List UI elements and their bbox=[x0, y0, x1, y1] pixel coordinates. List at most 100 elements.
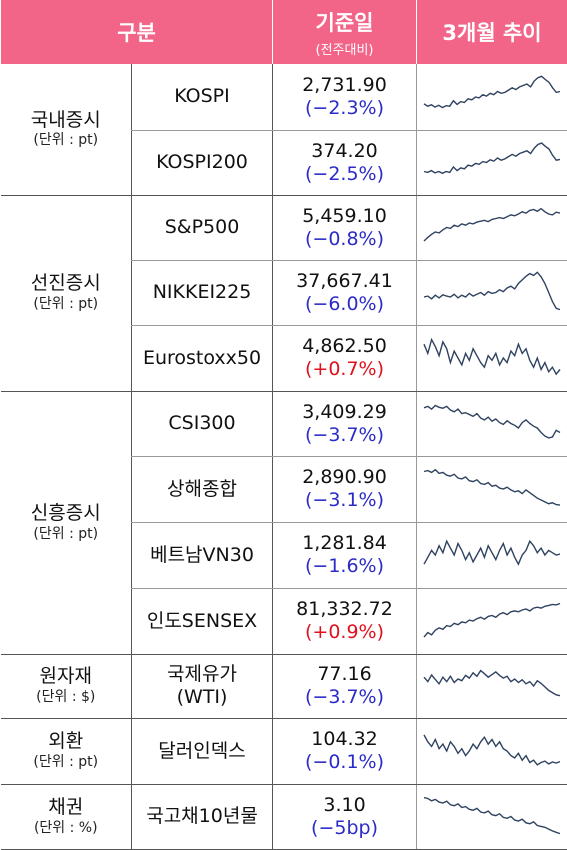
weekly-change: (−3.7%) bbox=[273, 686, 416, 709]
group-unit: (단위 : pt) bbox=[1, 754, 132, 772]
group-cell: 선진증시(단위 : pt) bbox=[1, 195, 132, 391]
trend-cell bbox=[417, 325, 567, 391]
group-cell: 원자재(단위 : $) bbox=[1, 654, 132, 718]
sparkline-path bbox=[424, 76, 560, 107]
sparkline-chart bbox=[422, 202, 562, 253]
sparkline-path bbox=[424, 735, 560, 765]
value-cell: 104.32(−0.1%) bbox=[273, 718, 417, 784]
sparkline-chart bbox=[422, 398, 562, 449]
value-cell: 77.16(−3.7%) bbox=[273, 654, 417, 718]
sparkline-chart bbox=[422, 267, 562, 318]
trend-cell bbox=[417, 130, 567, 195]
trend-cell bbox=[417, 718, 567, 784]
trend-cell bbox=[417, 195, 567, 260]
table-row: 원자재(단위 : $)국제유가 (WTI)77.16(−3.7%) bbox=[1, 654, 567, 718]
group-name: 국내증시 bbox=[31, 109, 101, 131]
header-category: 구분 bbox=[1, 0, 273, 64]
sparkline-path bbox=[424, 671, 560, 696]
weekly-change: (−0.8%) bbox=[273, 228, 416, 251]
group-unit: (단위 : $) bbox=[1, 689, 132, 707]
value-cell: 4,862.50(+0.7%) bbox=[273, 325, 417, 391]
trend-cell bbox=[417, 260, 567, 325]
weekly-change: (−0.1%) bbox=[273, 751, 416, 774]
base-value: 3.10 bbox=[273, 794, 416, 817]
sparkline-path bbox=[424, 143, 560, 173]
sparkline-path bbox=[424, 604, 560, 638]
sparkline-path bbox=[424, 209, 560, 241]
sparkline-path bbox=[424, 406, 560, 438]
value-cell: 374.20(−2.5%) bbox=[273, 130, 417, 195]
group-cell: 외환 (단위 : pt) bbox=[1, 718, 132, 784]
group-unit: (단위 : pt) bbox=[1, 132, 132, 150]
index-name: S&P500 bbox=[132, 195, 273, 260]
trend-cell bbox=[417, 588, 567, 654]
base-value: 5,459.10 bbox=[273, 205, 416, 228]
weekly-change: (−2.3%) bbox=[273, 97, 416, 120]
base-value: 374.20 bbox=[273, 140, 416, 163]
group-name: 선진증시 bbox=[31, 272, 101, 294]
weekly-change: (−5bp) bbox=[273, 817, 416, 840]
weekly-change: (−3.1%) bbox=[273, 489, 416, 512]
value-cell: 3.10(−5bp) bbox=[273, 784, 417, 849]
sparkline-chart bbox=[422, 791, 562, 842]
index-name: 베트남VN30 bbox=[132, 522, 273, 588]
sparkline-path bbox=[424, 798, 560, 834]
sparkline-chart bbox=[422, 595, 562, 647]
group-name: 채권 bbox=[48, 796, 83, 818]
group-unit: (단위 : pt) bbox=[1, 526, 132, 544]
trend-cell bbox=[417, 654, 567, 718]
sparkline-chart bbox=[422, 661, 562, 711]
sparkline-path bbox=[424, 541, 560, 564]
index-name: 국제유가 (WTI) bbox=[132, 654, 273, 718]
base-value: 3,409.29 bbox=[273, 401, 416, 424]
index-name: 국고채10년물 bbox=[132, 784, 273, 849]
index-name: Eurostoxx50 bbox=[132, 325, 273, 391]
group-unit: (단위 : %) bbox=[1, 820, 132, 838]
index-name: KOSPI bbox=[132, 64, 273, 130]
index-name: 인도SENSEX bbox=[132, 588, 273, 654]
group-cell: 채권 (단위 : %) bbox=[1, 784, 132, 849]
trend-cell bbox=[417, 522, 567, 588]
value-cell: 2,731.90(−2.3%) bbox=[273, 64, 417, 130]
header-trend: 3개월 추이 bbox=[417, 0, 567, 64]
header-base-title: 기준일 bbox=[316, 11, 374, 35]
sparkline-path bbox=[424, 272, 560, 309]
base-value: 2,890.90 bbox=[273, 466, 416, 489]
sparkline-chart bbox=[422, 71, 562, 123]
base-value: 1,281.84 bbox=[273, 532, 416, 555]
weekly-change: (+0.7%) bbox=[273, 358, 416, 381]
value-cell: 2,890.90(−3.1%) bbox=[273, 456, 417, 522]
sparkline-path bbox=[424, 470, 560, 505]
index-name: KOSPI200 bbox=[132, 130, 273, 195]
sparkline-chart bbox=[422, 529, 562, 581]
header-row: 구분 기준일 (전주대비) 3개월 추이 bbox=[1, 0, 567, 64]
value-cell: 37,667.41(−6.0%) bbox=[273, 260, 417, 325]
weekly-change: (+0.9%) bbox=[273, 621, 416, 644]
weekly-change: (−3.7%) bbox=[273, 424, 416, 447]
trend-cell bbox=[417, 64, 567, 130]
index-name: 달러인덱스 bbox=[132, 718, 273, 784]
sparkline-chart bbox=[422, 332, 562, 384]
header-base-sub: (전주대비) bbox=[273, 39, 416, 58]
index-name: 상해종합 bbox=[132, 456, 273, 522]
weekly-change: (−1.6%) bbox=[273, 555, 416, 578]
group-name: 외환 bbox=[48, 730, 83, 752]
group-cell: 국내증시(단위 : pt) bbox=[1, 64, 132, 195]
sparkline-chart bbox=[422, 725, 562, 777]
sparkline-chart bbox=[422, 463, 562, 515]
trend-cell bbox=[417, 784, 567, 849]
sparkline-chart bbox=[422, 137, 562, 188]
value-cell: 5,459.10(−0.8%) bbox=[273, 195, 417, 260]
sparkline-path bbox=[424, 340, 560, 375]
weekly-change: (−2.5%) bbox=[273, 163, 416, 186]
trend-cell bbox=[417, 391, 567, 456]
base-value: 4,862.50 bbox=[273, 335, 416, 358]
weekly-change: (−6.0%) bbox=[273, 293, 416, 316]
base-value: 81,332.72 bbox=[273, 598, 416, 621]
